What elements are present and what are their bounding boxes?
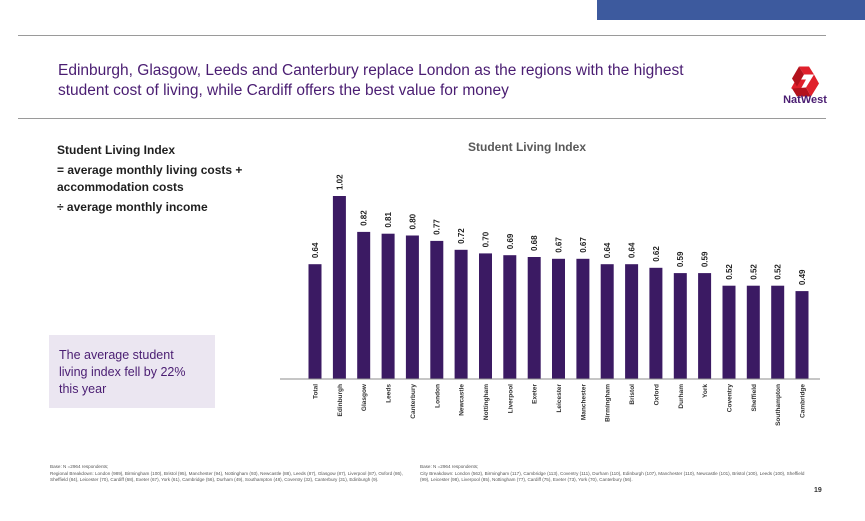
category-label-coventry: Coventry: [726, 384, 733, 413]
bar-sheffield: [746, 285, 760, 379]
bar-birmingham: [600, 264, 614, 379]
value-label-cambridge: 0.49: [798, 269, 807, 285]
value-label-oxford: 0.62: [652, 246, 661, 262]
footnote-right-base: Base: N =2964 respondents;: [420, 464, 479, 469]
value-label-canterbury: 0.80: [408, 213, 417, 229]
index-definition: Student Living Index = average monthly l…: [57, 142, 287, 216]
category-label-southampton: Southampton: [775, 384, 782, 426]
footnote-left: Base: N =2964 respondents; Regional Brea…: [50, 464, 410, 484]
bar-durham: [673, 273, 687, 379]
category-label-london: London: [434, 384, 441, 408]
value-label-london: 0.77: [433, 219, 442, 235]
value-label-liverpool: 0.69: [506, 233, 515, 249]
value-label-edinburgh: 1.02: [335, 174, 344, 190]
value-label-york: 0.59: [701, 251, 710, 267]
bar-coventry: [722, 285, 736, 379]
bar-glasgow: [357, 231, 371, 379]
bar-oxford: [649, 267, 663, 379]
student-living-index-chart: Student Living Index 0.64 Total 1.02 Edinbu…: [280, 140, 820, 426]
category-label-canterbury: Canterbury: [410, 384, 417, 419]
definition-title: Student Living Index: [57, 143, 176, 157]
chart-title: Student Living Index: [468, 140, 586, 154]
category-label-exeter: Exeter: [532, 384, 539, 404]
bar-newcastle: [454, 249, 468, 379]
category-label-durham: Durham: [678, 384, 685, 409]
bar-london: [430, 240, 444, 379]
category-label-nottingham: Nottingham: [483, 384, 490, 420]
top-accent-bar: [597, 0, 865, 20]
footnote-right: Base: N =2964 respondents; City Breakdow…: [420, 464, 810, 484]
value-label-sheffield: 0.52: [749, 264, 758, 280]
bar-southampton: [771, 285, 785, 379]
bar-nottingham: [479, 253, 492, 379]
value-label-bristol: 0.64: [628, 242, 637, 258]
footnote-right-detail: City Breakdown: London (562), Birmingham…: [420, 470, 805, 483]
value-label-southampton: 0.52: [774, 264, 783, 280]
category-label-oxford: Oxford: [653, 384, 660, 405]
category-label-liverpool: Liverpool: [507, 384, 514, 413]
category-label-bristol: Bristol: [629, 384, 636, 405]
category-label-york: York: [702, 384, 709, 398]
bar-leicester: [552, 258, 565, 379]
natwest-logo-icon: [791, 66, 819, 97]
value-label-leicester: 0.67: [555, 237, 564, 253]
value-label-coventry: 0.52: [725, 264, 734, 280]
value-label-glasgow: 0.82: [360, 210, 369, 226]
value-label-newcastle: 0.72: [457, 228, 466, 244]
top-divider: [18, 35, 826, 36]
value-label-leeds: 0.81: [384, 212, 393, 228]
bar-liverpool: [503, 255, 517, 379]
callout-text: The average student living index fell by…: [59, 348, 186, 396]
bar-manchester: [576, 258, 590, 379]
category-label-leicester: Leicester: [556, 384, 563, 413]
category-label-birmingham: Birmingham: [605, 384, 612, 422]
value-label-nottingham: 0.70: [481, 231, 490, 247]
category-label-edinburgh: Edinburgh: [337, 384, 344, 417]
value-label-exeter: 0.68: [530, 235, 539, 251]
category-label-newcastle: Newcastle: [459, 384, 466, 416]
value-label-total: 0.64: [311, 242, 320, 258]
bar-edinburgh: [332, 196, 346, 379]
callout-box: The average student living index fell by…: [49, 335, 215, 408]
bar-canterbury: [405, 235, 419, 379]
category-label-glasgow: Glasgow: [361, 383, 368, 411]
category-label-total: Total: [313, 384, 320, 399]
bar-bristol: [625, 264, 639, 379]
slide-headline: Edinburgh, Glasgow, Leeds and Canterbury…: [58, 62, 684, 99]
definition-line-2: ÷ average monthly income: [57, 200, 208, 214]
category-label-cambridge: Cambridge: [800, 384, 807, 418]
bar-york: [698, 273, 712, 379]
category-label-leeds: Leeds: [386, 384, 393, 403]
definition-line-1: = average monthly living costs + accommo…: [57, 163, 243, 194]
footnote-left-base: Base: N =2964 respondents;: [50, 464, 109, 469]
bar-cambridge: [795, 291, 809, 379]
category-label-sheffield: Sheffield: [751, 384, 758, 411]
bar-leeds: [381, 233, 395, 379]
category-label-manchester: Manchester: [580, 384, 587, 421]
footnote-left-detail: Regional Breakdown: London (989), Birmin…: [50, 470, 403, 483]
value-label-durham: 0.59: [676, 251, 685, 267]
brand-name: NatWest: [783, 94, 827, 106]
value-label-manchester: 0.67: [579, 237, 588, 253]
header-divider: [18, 118, 826, 119]
value-label-birmingham: 0.64: [603, 242, 612, 258]
bar-total: [308, 264, 322, 379]
bar-exeter: [527, 257, 541, 379]
page-number: 19: [814, 487, 822, 494]
